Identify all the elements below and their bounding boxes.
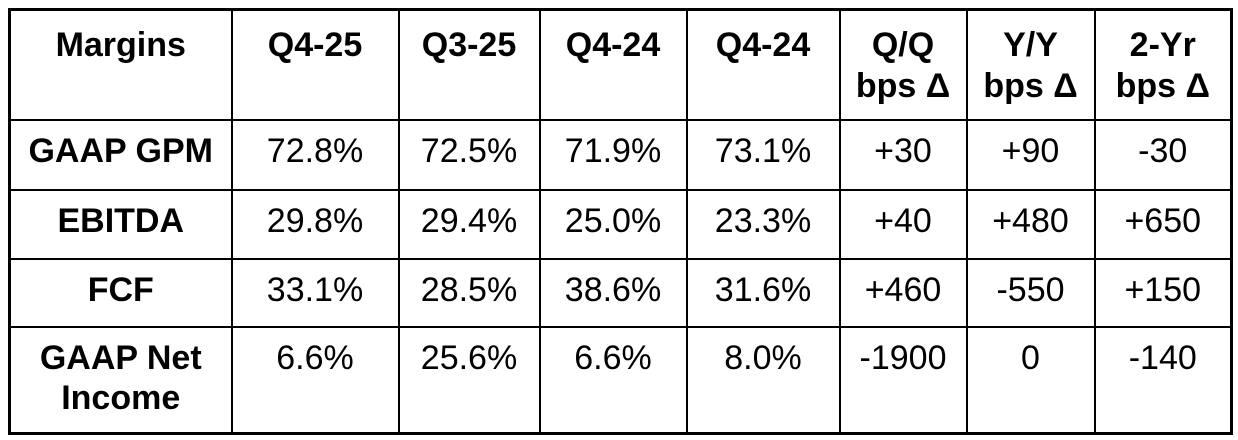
table-cell: +30 [838,118,968,191]
col-header-2yr-bps-delta: 2-Yr bps Δ [1093,8,1233,121]
col-header-q4-25: Q4-25 [230,8,400,121]
table-cell: -140 [1093,325,1233,435]
table-cell: 8.0% [685,325,841,435]
table-cell: +40 [838,188,968,260]
table-cell: +480 [965,188,1096,260]
table-row-ebitda: EBITDA 29.8% 29.4% 25.0% 23.3% +40 +480 … [8,188,1233,260]
table-cell: 25.0% [538,188,688,260]
table-cell: 6.6% [230,325,400,435]
header-row: Margins Q4-25 Q3-25 Q4-24 Q4-24 Q/Q bps … [8,8,1233,121]
row-label-gaap-net-income: GAAP Net Income [8,325,233,435]
table-cell: 73.1% [685,118,841,191]
table-cell: -30 [1093,118,1233,191]
table-cell: 33.1% [230,257,400,328]
table-cell: 72.8% [230,118,400,191]
col-header-qq-bps-delta: Q/Q bps Δ [838,8,968,121]
table-cell: 72.5% [397,118,541,191]
table-row-gaap-gpm: GAAP GPM 72.8% 72.5% 71.9% 73.1% +30 +90… [8,118,1233,191]
table-cell: 28.5% [397,257,541,328]
table-cell: 23.3% [685,188,841,260]
table-cell: +460 [838,257,968,328]
col-header-yy-bps-delta: Y/Y bps Δ [965,8,1096,121]
margins-table: Margins Q4-25 Q3-25 Q4-24 Q4-24 Q/Q bps … [8,8,1233,435]
table-cell: +650 [1093,188,1233,260]
col-header-q4-24-second: Q4-24 [685,8,841,121]
table-cell: -1900 [838,325,968,435]
table-cell: 0 [965,325,1096,435]
table-row-gaap-net-income: GAAP Net Income 6.6% 25.6% 6.6% 8.0% -19… [8,325,1233,435]
table-cell: 29.4% [397,188,541,260]
table-cell: 71.9% [538,118,688,191]
col-header-margins: Margins [8,8,233,121]
row-label-gaap-gpm: GAAP GPM [8,118,233,191]
row-label-ebitda: EBITDA [8,188,233,260]
row-label-fcf: FCF [8,257,233,328]
table-cell: 29.8% [230,188,400,260]
col-header-q3-25: Q3-25 [397,8,541,121]
table-cell: 25.6% [397,325,541,435]
table-cell: +150 [1093,257,1233,328]
table-cell: -550 [965,257,1096,328]
col-header-q4-24-first: Q4-24 [538,8,688,121]
table-cell: 38.6% [538,257,688,328]
table-cell: 6.6% [538,325,688,435]
table-row-fcf: FCF 33.1% 28.5% 38.6% 31.6% +460 -550 +1… [8,257,1233,328]
table-cell: 31.6% [685,257,841,328]
table-cell: +90 [965,118,1096,191]
